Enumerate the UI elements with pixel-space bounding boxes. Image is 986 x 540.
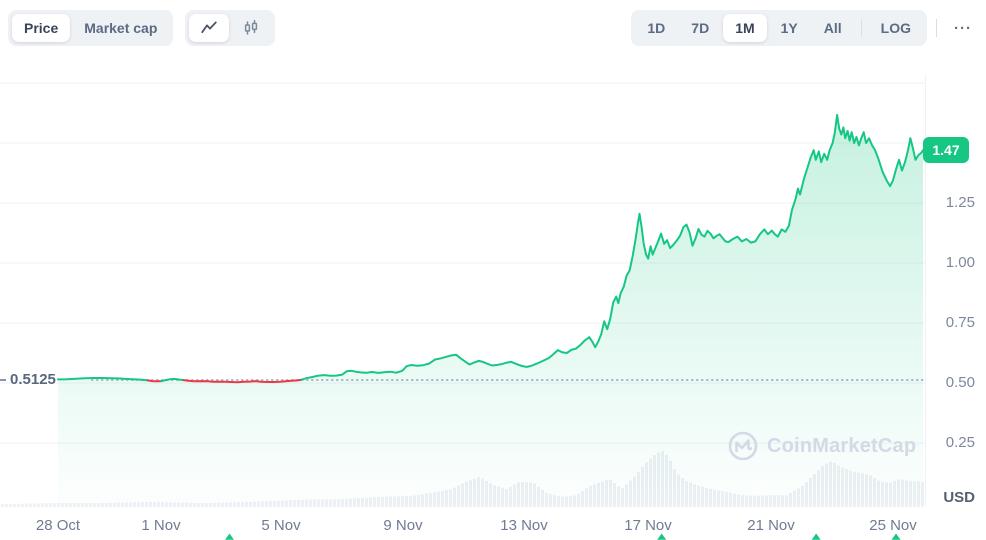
y-tick-0-50: 0.50 [945, 374, 975, 391]
y-axis-unit-label: USD [943, 489, 975, 506]
range-1y-button[interactable]: 1Y [769, 14, 810, 42]
x-tick-17-nov: 17 Nov [624, 517, 672, 534]
candlestick-icon [245, 19, 258, 35]
range-toggle: 1D 7D 1M 1Y All LOG [631, 10, 927, 46]
x-tick-9-nov: 9 Nov [383, 517, 423, 534]
open-price-label: 0.5125 [10, 371, 56, 388]
price-line [57, 113, 924, 384]
y-tick-0-75: 0.75 [945, 314, 975, 331]
x-tick-21-nov: 21 Nov [747, 517, 795, 534]
event-marker-icon[interactable] [224, 533, 234, 540]
last-price-badge: 1.47 [923, 137, 969, 164]
chart-header-left: Price Market cap [8, 10, 276, 46]
x-tick-25-nov: 25 Nov [869, 517, 917, 534]
x-tick-5-nov: 5 Nov [261, 517, 301, 534]
event-markers [224, 533, 901, 540]
x-tick-13-nov: 13 Nov [500, 517, 548, 534]
market-cap-tab[interactable]: Market cap [72, 14, 169, 42]
event-marker-icon[interactable] [657, 533, 667, 540]
more-options-button[interactable]: ··· [946, 14, 980, 43]
x-tick-28-oct: 28 Oct [35, 517, 81, 534]
event-marker-icon[interactable] [891, 533, 901, 540]
y-tick-1-00: 1.00 [945, 254, 975, 271]
candlestick-chart-type-button[interactable] [231, 14, 271, 42]
y-tick-1-25: 1.25 [945, 194, 975, 211]
chart-type-toggle [185, 10, 276, 46]
range-7d-button[interactable]: 7D [679, 14, 721, 42]
range-1m-button[interactable]: 1M [723, 14, 767, 42]
price-tab[interactable]: Price [12, 14, 71, 42]
range-divider [860, 19, 862, 37]
price-area-fill [58, 114, 923, 506]
log-scale-button[interactable]: LOG [869, 14, 923, 42]
range-all-button[interactable]: All [812, 14, 854, 42]
range-1d-button[interactable]: 1D [635, 14, 677, 42]
metric-toggle: Price Market cap [8, 10, 174, 46]
x-tick-1-nov: 1 Nov [141, 517, 181, 534]
line-chart-icon [201, 21, 218, 34]
line-chart-type-button[interactable] [189, 14, 230, 42]
chart-header-right: 1D 7D 1M 1Y All LOG ··· [631, 10, 980, 46]
event-marker-icon[interactable] [811, 533, 821, 540]
y-tick-0-25: 0.25 [945, 434, 975, 451]
header-divider [936, 19, 937, 37]
